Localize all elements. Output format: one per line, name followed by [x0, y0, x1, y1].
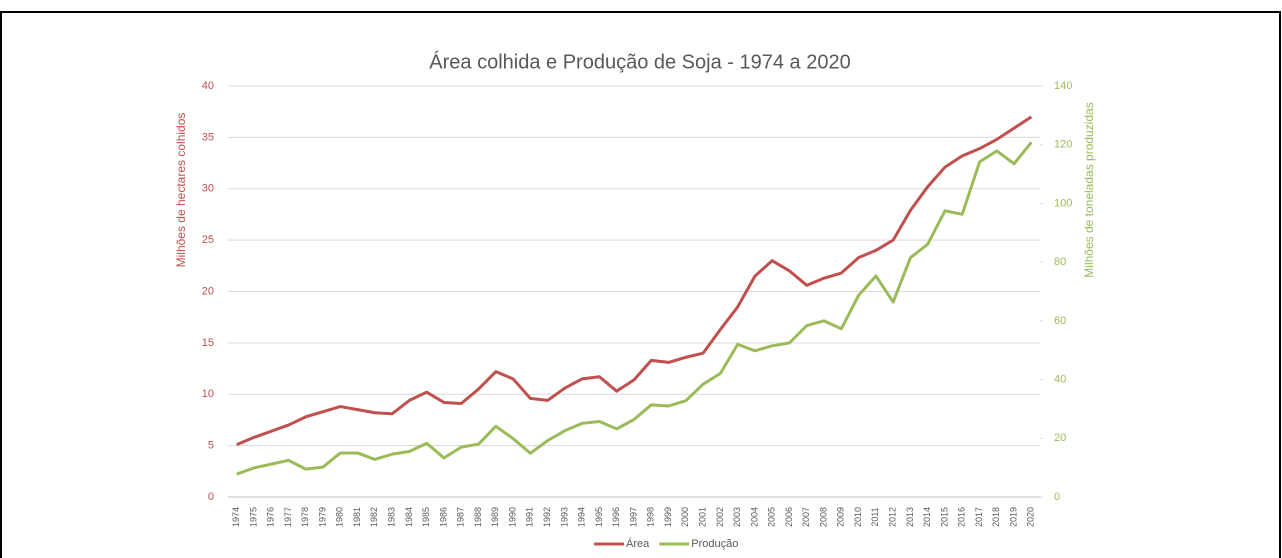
y-tick-label: 5: [208, 440, 214, 452]
y2-tick-label: 60: [1054, 315, 1066, 327]
x-tick-label: 1986: [438, 507, 448, 527]
legend-label: Área: [626, 537, 650, 550]
x-tick-label: 2017: [974, 507, 984, 527]
x-tick-label: 1995: [594, 507, 604, 527]
x-tick-label: 1997: [628, 507, 638, 527]
x-tick-label: 1993: [559, 507, 569, 527]
x-tick-label: 2004: [749, 507, 759, 527]
x-tick-label: 1992: [542, 507, 552, 527]
y-tick-label: 40: [202, 80, 214, 92]
x-tick-label: 1981: [352, 507, 362, 527]
y-tick-label: 30: [202, 183, 214, 195]
y-tick-label: 35: [202, 131, 214, 143]
x-tick-label: 1975: [248, 507, 258, 527]
x-tick-label: 2008: [818, 507, 828, 527]
data-line: [236, 141, 1033, 476]
x-tick-label: 2019: [1008, 507, 1018, 527]
legend-label: Produção: [691, 538, 738, 550]
y2-tick-label: 80: [1054, 256, 1066, 268]
y2-tick-label: 20: [1054, 432, 1066, 444]
y2-tick-label: 100: [1054, 197, 1072, 209]
x-tick-label: 2016: [957, 507, 967, 527]
x-tick-label: 1990: [507, 507, 517, 527]
x-tick-label: 2002: [715, 507, 725, 527]
x-tick-label: 2010: [853, 507, 863, 527]
y-tick-label: 20: [202, 285, 214, 297]
y-axis-title: Milhões de hectares colhidos: [174, 113, 188, 268]
frame: [0, 11, 1281, 558]
x-tick-label: 2003: [732, 507, 742, 527]
x-tick-label: 1996: [611, 507, 621, 527]
x-tick-label: 2011: [870, 507, 880, 526]
x-tick-label: 2009: [836, 507, 846, 527]
x-tick-label: 2015: [939, 507, 949, 527]
x-tick-label: 1982: [369, 507, 379, 527]
x-tick-label: 2001: [697, 507, 707, 527]
x-tick-label: 2014: [922, 507, 932, 527]
x-tick-label: 2007: [801, 507, 811, 527]
y-tick-label: 15: [202, 337, 214, 349]
x-tick-label: 2012: [888, 507, 898, 527]
x-tick-label: 1998: [646, 507, 656, 527]
x-tick-label: 2018: [991, 507, 1001, 527]
x-tick-label: 2020: [1026, 507, 1036, 527]
data-line: [236, 115, 1033, 446]
x-tick-label: 2013: [905, 507, 915, 527]
x-tick-label: 2000: [680, 507, 690, 527]
x-tick-label: 1979: [317, 507, 327, 527]
x-tick-label: 1988: [473, 507, 483, 527]
x-tick-label: 1974: [231, 507, 241, 527]
y2-tick-label: 140: [1054, 80, 1072, 92]
x-tick-label: 1985: [421, 507, 431, 527]
y2-tick-label: 40: [1054, 373, 1066, 385]
x-tick-label: 1994: [577, 507, 587, 527]
y2-tick-label: 120: [1054, 139, 1072, 151]
x-tick-label: 2006: [784, 507, 794, 527]
x-tick-label: 1989: [490, 507, 500, 527]
chart-title: Área colhida e Produção de Soja - 1974 a…: [429, 50, 850, 73]
x-tick-label: 1978: [300, 507, 310, 527]
x-tick-label: 1999: [663, 507, 673, 527]
x-tick-label: 1991: [525, 507, 535, 527]
y-tick-label: 0: [208, 491, 214, 503]
x-tick-label: 2005: [767, 507, 777, 527]
y2-tick-label: 0: [1054, 491, 1060, 503]
y-tick-label: 10: [202, 388, 214, 400]
x-tick-label: 1976: [266, 507, 276, 527]
x-tick-label: 1980: [335, 507, 345, 527]
y-tick-label: 25: [202, 234, 214, 246]
x-tick-label: 1984: [404, 507, 414, 527]
x-tick-label: 1983: [387, 507, 397, 527]
x-tick-label: 1987: [456, 507, 466, 527]
y2-axis-title: Milhões de toneladas produzidas: [1082, 102, 1096, 277]
x-tick-label: 1977: [283, 507, 293, 527]
